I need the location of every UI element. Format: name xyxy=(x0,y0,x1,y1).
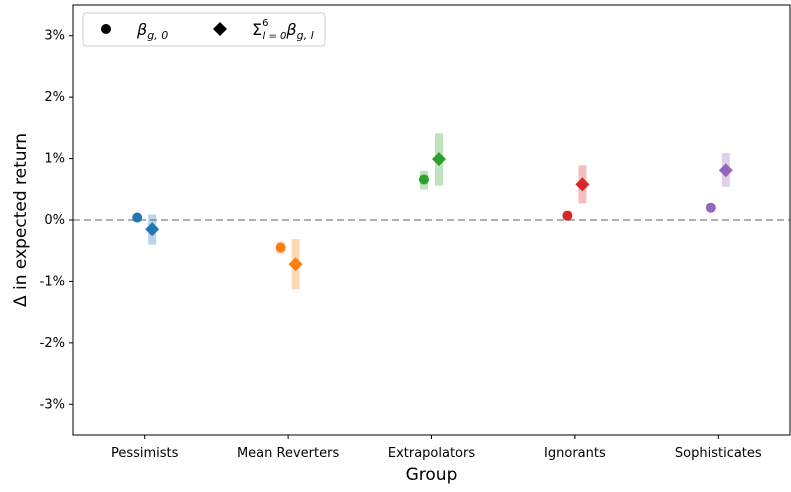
legend-circle-marker xyxy=(101,24,111,34)
marks-layer xyxy=(73,133,790,290)
y-tick-label-4: 1% xyxy=(44,152,65,167)
x-axis-label: Group xyxy=(406,465,458,485)
point-diamond-3 xyxy=(575,177,590,192)
x-tick-label-4: Sophisticates xyxy=(675,446,762,461)
x-tick-label-0: Pessimists xyxy=(111,446,179,461)
legend-box xyxy=(82,12,326,47)
point-diamond-0 xyxy=(145,222,160,237)
point-circle-2 xyxy=(419,174,429,185)
legend-label-beta-g0: βg, 0 xyxy=(136,20,168,42)
y-tick-label-5: 2% xyxy=(44,90,65,105)
y-tick-label-6: 3% xyxy=(44,29,65,44)
point-circle-4 xyxy=(705,202,716,213)
point-circle-3 xyxy=(562,210,573,221)
point-circle-0 xyxy=(132,212,143,223)
x-tick-label-2: Extrapolators xyxy=(388,446,475,461)
point-diamond-1 xyxy=(288,257,303,272)
point-circle-1 xyxy=(275,242,286,253)
legend-label-sum-beta: Σ6 l = 0βg, l xyxy=(252,18,314,42)
point-diamond-4 xyxy=(718,163,733,178)
axes-layer: -3% -2% -1% 0% 1% 2% 3% Pessimists Mean Reverter… xyxy=(11,29,762,485)
y-tick-label-2: -1% xyxy=(40,274,65,289)
x-tick-label-1: Mean Reverters xyxy=(237,446,339,461)
y-tick-label-0: -3% xyxy=(40,397,65,412)
x-tick-label-3: Ignorants xyxy=(544,446,606,461)
legend-diamond-marker xyxy=(213,22,227,36)
y-axis-label: Δ in expected return xyxy=(11,133,31,307)
point-diamond-2 xyxy=(432,152,446,167)
y-tick-label-3: 0% xyxy=(44,213,65,228)
legend: βg, 0 Σ6 l = 0βg, l xyxy=(82,12,326,47)
y-tick-label-1: -2% xyxy=(40,336,65,351)
